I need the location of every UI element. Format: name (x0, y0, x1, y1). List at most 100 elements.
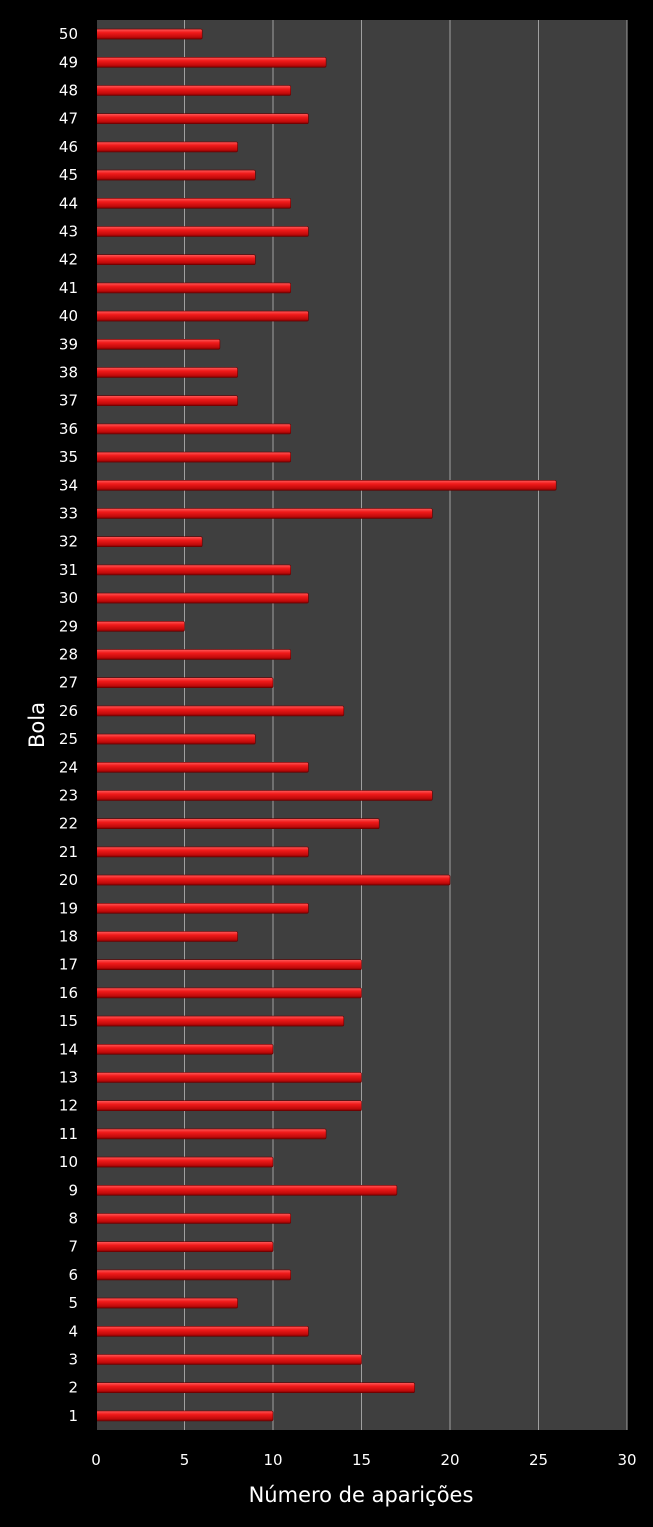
y-tick-label: 43 (59, 223, 78, 241)
x-tick-label: 15 (352, 1451, 371, 1469)
y-tick-label: 7 (68, 1238, 78, 1256)
y-tick-label: 32 (59, 533, 78, 551)
bar-29 (95, 620, 185, 632)
y-tick-label: 11 (59, 1125, 78, 1143)
bar-4 (95, 1326, 309, 1337)
bar-9 (95, 1185, 398, 1196)
y-axis-label: Bola (25, 702, 49, 748)
bar-8 (95, 1213, 291, 1224)
y-tick-label: 13 (59, 1069, 78, 1087)
bar-50 (95, 28, 203, 40)
bar-42 (95, 254, 256, 265)
y-tick-label: 10 (59, 1153, 78, 1171)
bar-36 (95, 423, 291, 435)
x-axis-label: Número de aparições (249, 1483, 474, 1507)
x-tick-label: 30 (617, 1451, 636, 1469)
bar-7 (95, 1241, 274, 1252)
x-tick-label: 20 (440, 1451, 459, 1469)
y-tick-label: 30 (59, 589, 78, 607)
y-tick-label: 33 (59, 505, 78, 523)
bar-23 (95, 790, 433, 801)
y-tick-label: 2 (68, 1379, 78, 1397)
bar-40 (95, 310, 309, 322)
bar-14 (95, 1044, 274, 1055)
y-tick-label: 3 (68, 1351, 78, 1369)
bar-45 (95, 169, 256, 181)
y-tick-label: 15 (59, 1012, 78, 1030)
y-tick-label: 14 (59, 1040, 78, 1058)
y-tick-label: 31 (59, 561, 78, 579)
bar-49 (95, 56, 327, 68)
bar-25 (95, 733, 256, 745)
bar-20 (95, 874, 451, 886)
bar-17 (95, 959, 362, 971)
bar-24 (95, 761, 309, 773)
y-tick-label: 18 (59, 928, 78, 946)
bar-33 (95, 508, 433, 519)
y-tick-label: 21 (59, 843, 78, 861)
bar-1 (95, 1410, 274, 1422)
y-tick-label: 37 (59, 392, 78, 410)
bar-21 (95, 846, 309, 858)
bar-46 (95, 141, 238, 153)
y-tick-label: 28 (59, 646, 78, 664)
y-tick-label: 35 (59, 448, 78, 466)
bar-11 (95, 1128, 327, 1140)
y-tick-label: 42 (59, 251, 78, 269)
y-tick-label: 25 (59, 730, 78, 748)
y-tick-label: 16 (59, 984, 78, 1002)
bar-34 (95, 479, 557, 491)
bar-48 (95, 85, 291, 96)
y-tick-label: 8 (68, 1210, 78, 1228)
y-tick-label: 44 (59, 194, 78, 212)
bar-5 (95, 1297, 238, 1309)
bar-3 (95, 1354, 362, 1365)
y-tick-label: 40 (59, 307, 78, 325)
y-tick-label: 20 (59, 871, 78, 889)
bar-32 (95, 536, 203, 548)
bar-13 (95, 1072, 362, 1083)
y-tick-label: 50 (59, 25, 78, 43)
y-tick-label: 41 (59, 279, 78, 297)
bar-44 (95, 198, 291, 209)
y-tick-label: 39 (59, 335, 78, 353)
bar-31 (95, 564, 291, 576)
bar-35 (95, 451, 291, 463)
bar-39 (95, 338, 221, 350)
bar-41 (95, 282, 291, 294)
bar-10 (95, 1156, 274, 1168)
bar-22 (95, 818, 380, 830)
x-tick-label: 10 (263, 1451, 282, 1469)
bar-26 (95, 705, 345, 717)
bar-38 (95, 367, 238, 378)
y-tick-label: 45 (59, 166, 78, 184)
y-tick-label: 9 (68, 1181, 78, 1199)
y-tick-label: 22 (59, 815, 78, 833)
x-tick-label: 5 (180, 1451, 190, 1469)
y-tick-label: 24 (59, 758, 78, 776)
y-tick-label: 46 (59, 138, 78, 156)
bar-2 (95, 1382, 415, 1393)
y-tick-label: 6 (68, 1266, 78, 1284)
bar-19 (95, 902, 309, 914)
bar-18 (95, 931, 238, 942)
bar-43 (95, 226, 309, 237)
y-tick-label: 26 (59, 702, 78, 720)
x-tick-label: 25 (529, 1451, 548, 1469)
y-tick-label: 23 (59, 787, 78, 805)
y-tick-label: 12 (59, 1097, 78, 1115)
bar-28 (95, 649, 291, 660)
y-tick-label: 5 (68, 1294, 78, 1312)
bar-30 (95, 592, 309, 604)
bar-6 (95, 1269, 291, 1281)
y-tick-label: 47 (59, 110, 78, 128)
y-tick-label: 17 (59, 956, 78, 974)
y-tick-label: 29 (59, 617, 78, 635)
y-tick-label: 36 (59, 420, 78, 438)
y-tick-label: 4 (68, 1322, 78, 1340)
y-tick-label: 49 (59, 53, 78, 71)
bar-47 (95, 113, 309, 124)
y-tick-label: 19 (59, 899, 78, 917)
bar-27 (95, 677, 274, 689)
